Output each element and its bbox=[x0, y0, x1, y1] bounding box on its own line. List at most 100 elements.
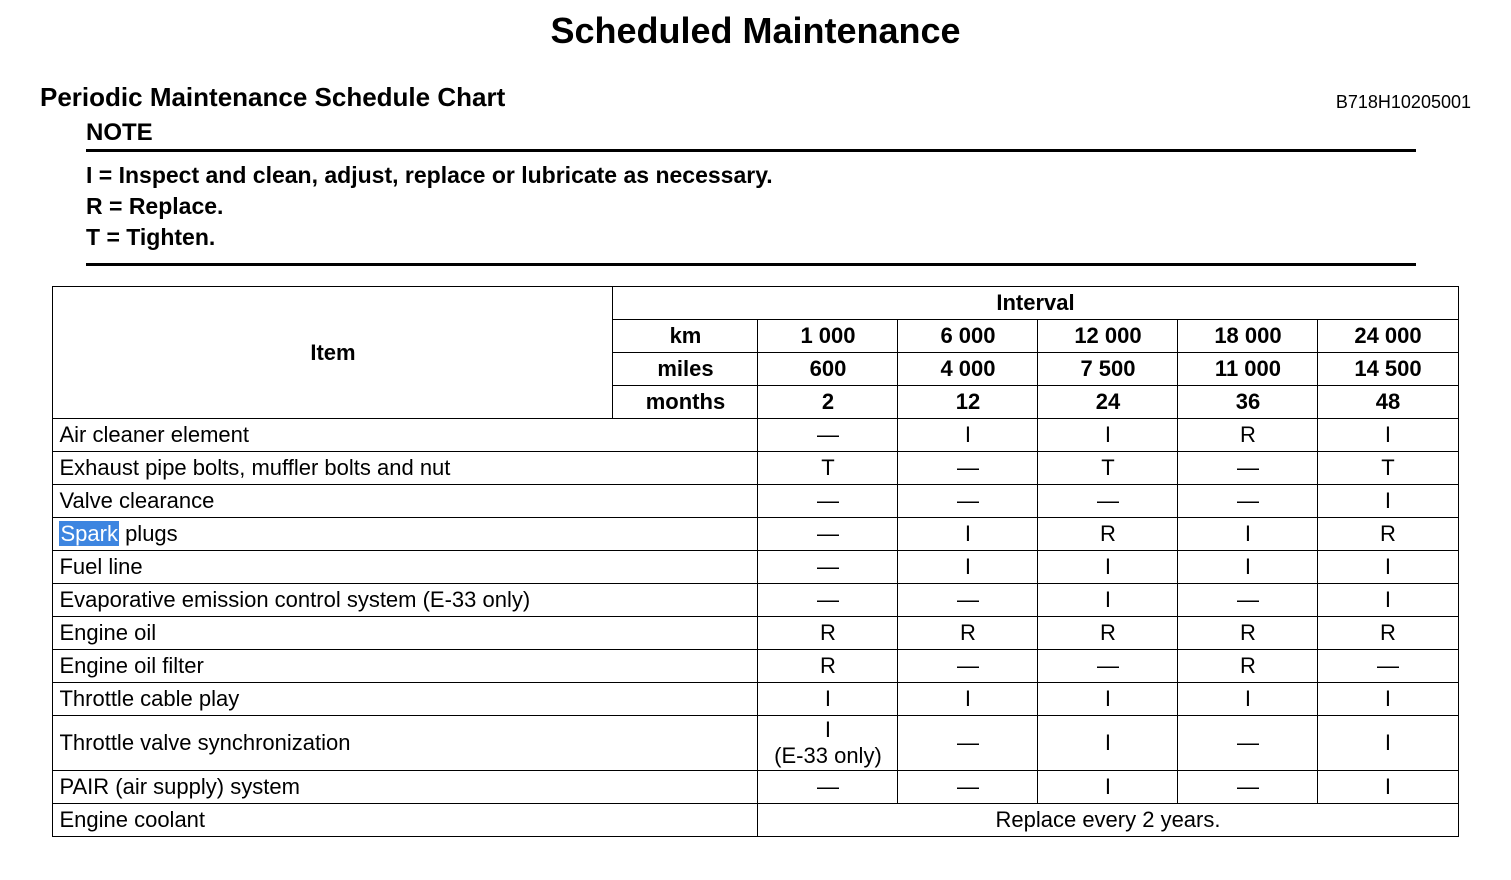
value-cell: — bbox=[898, 716, 1038, 771]
value-cell: T bbox=[1318, 452, 1458, 485]
value-cell: I bbox=[1178, 518, 1318, 551]
value-cell: R bbox=[758, 617, 898, 650]
value-cell: I bbox=[1318, 419, 1458, 452]
header-km-3: 18 000 bbox=[1178, 320, 1318, 353]
page-title: Scheduled Maintenance bbox=[40, 10, 1471, 52]
header-unit-km: km bbox=[613, 320, 758, 353]
value-cell: T bbox=[1038, 452, 1178, 485]
value-cell: — bbox=[1178, 716, 1318, 771]
note-body: I = Inspect and clean, adjust, replace o… bbox=[86, 152, 1416, 263]
value-cell-span: Replace every 2 years. bbox=[758, 804, 1458, 837]
value-cell: I bbox=[1318, 716, 1458, 771]
item-cell: Engine oil bbox=[53, 617, 758, 650]
item-cell: Fuel line bbox=[53, 551, 758, 584]
value-cell: — bbox=[758, 518, 898, 551]
value-cell: R bbox=[1038, 518, 1178, 551]
header-km-2: 12 000 bbox=[1038, 320, 1178, 353]
value-cell: — bbox=[1038, 485, 1178, 518]
value-cell: I bbox=[1038, 584, 1178, 617]
value-cell: — bbox=[898, 584, 1038, 617]
value-cell: I(E-33 only) bbox=[758, 716, 898, 771]
value-cell: — bbox=[758, 584, 898, 617]
value-cell: I bbox=[898, 518, 1038, 551]
table-body: Air cleaner element—IIRIExhaust pipe bol… bbox=[53, 419, 1458, 837]
header-months-1: 12 bbox=[898, 386, 1038, 419]
value-cell: R bbox=[758, 650, 898, 683]
value-cell: R bbox=[1178, 650, 1318, 683]
highlighted-text: Spark bbox=[59, 521, 118, 546]
header-unit-months: months bbox=[613, 386, 758, 419]
value-cell: — bbox=[898, 485, 1038, 518]
header-months-0: 2 bbox=[758, 386, 898, 419]
value-cell: — bbox=[758, 485, 898, 518]
note-label: NOTE bbox=[86, 119, 1416, 147]
value-cell: I bbox=[1318, 683, 1458, 716]
value-cell: R bbox=[1038, 617, 1178, 650]
value-cell: I bbox=[1318, 771, 1458, 804]
header-unit-miles: miles bbox=[613, 353, 758, 386]
value-cell: I bbox=[898, 419, 1038, 452]
value-cell: I bbox=[898, 683, 1038, 716]
header-months-3: 36 bbox=[1178, 386, 1318, 419]
value-cell: I bbox=[1038, 551, 1178, 584]
table-row: PAIR (air supply) system——I—I bbox=[53, 771, 1458, 804]
page: Scheduled Maintenance Periodic Maintenan… bbox=[0, 0, 1511, 877]
item-cell: Throttle valve synchronization bbox=[53, 716, 758, 771]
table-row: Engine coolantReplace every 2 years. bbox=[53, 804, 1458, 837]
value-cell: R bbox=[1178, 419, 1318, 452]
item-cell: Engine coolant bbox=[53, 804, 758, 837]
document-number: B718H10205001 bbox=[1336, 92, 1471, 113]
table-row: Fuel line—IIII bbox=[53, 551, 1458, 584]
item-cell: Throttle cable play bbox=[53, 683, 758, 716]
header-months-4: 48 bbox=[1318, 386, 1458, 419]
maintenance-table: Item Interval km 1 000 6 000 12 000 18 0… bbox=[52, 286, 1458, 837]
item-cell: PAIR (air supply) system bbox=[53, 771, 758, 804]
header-months-2: 24 bbox=[1038, 386, 1178, 419]
note-line: I = Inspect and clean, adjust, replace o… bbox=[86, 160, 1416, 191]
table-row: Valve clearance————I bbox=[53, 485, 1458, 518]
value-cell: — bbox=[1178, 771, 1318, 804]
value-cell: I bbox=[1038, 716, 1178, 771]
note-line: R = Replace. bbox=[86, 191, 1416, 222]
value-cell: — bbox=[758, 419, 898, 452]
value-cell: I bbox=[758, 683, 898, 716]
value-cell: R bbox=[1318, 617, 1458, 650]
value-cell: I bbox=[898, 551, 1038, 584]
section-subtitle: Periodic Maintenance Schedule Chart bbox=[40, 82, 505, 113]
item-cell: Valve clearance bbox=[53, 485, 758, 518]
table-header: Item Interval km 1 000 6 000 12 000 18 0… bbox=[53, 287, 1458, 419]
value-cell: I bbox=[1318, 551, 1458, 584]
value-cell: — bbox=[1178, 485, 1318, 518]
value-cell: I bbox=[1038, 683, 1178, 716]
item-cell: Engine oil filter bbox=[53, 650, 758, 683]
item-cell: Evaporative emission control system (E-3… bbox=[53, 584, 758, 617]
value-cell: — bbox=[758, 551, 898, 584]
table-row: Engine oil filterR——R— bbox=[53, 650, 1458, 683]
header-item: Item bbox=[53, 287, 613, 419]
value-cell: — bbox=[1038, 650, 1178, 683]
header-row-interval: Item Interval bbox=[53, 287, 1458, 320]
value-cell: I bbox=[1038, 419, 1178, 452]
value-cell: — bbox=[898, 650, 1038, 683]
header-interval: Interval bbox=[613, 287, 1458, 320]
table-row: Throttle valve synchronizationI(E-33 onl… bbox=[53, 716, 1458, 771]
value-cell: I bbox=[1318, 584, 1458, 617]
table-row: Exhaust pipe bolts, muffler bolts and nu… bbox=[53, 452, 1458, 485]
subtitle-row: Periodic Maintenance Schedule Chart B718… bbox=[40, 82, 1471, 113]
value-cell: — bbox=[898, 771, 1038, 804]
value-cell: T bbox=[758, 452, 898, 485]
value-cell: — bbox=[758, 771, 898, 804]
note-line: T = Tighten. bbox=[86, 222, 1416, 253]
value-cell: R bbox=[1178, 617, 1318, 650]
header-miles-1: 4 000 bbox=[898, 353, 1038, 386]
value-cell: I bbox=[1038, 771, 1178, 804]
value-cell: R bbox=[898, 617, 1038, 650]
value-cell: — bbox=[1178, 452, 1318, 485]
header-km-1: 6 000 bbox=[898, 320, 1038, 353]
header-miles-3: 11 000 bbox=[1178, 353, 1318, 386]
value-cell: — bbox=[898, 452, 1038, 485]
table-row: Evaporative emission control system (E-3… bbox=[53, 584, 1458, 617]
header-km-4: 24 000 bbox=[1318, 320, 1458, 353]
table-row: Spark plugs—IRIR bbox=[53, 518, 1458, 551]
item-cell: Spark plugs bbox=[53, 518, 758, 551]
